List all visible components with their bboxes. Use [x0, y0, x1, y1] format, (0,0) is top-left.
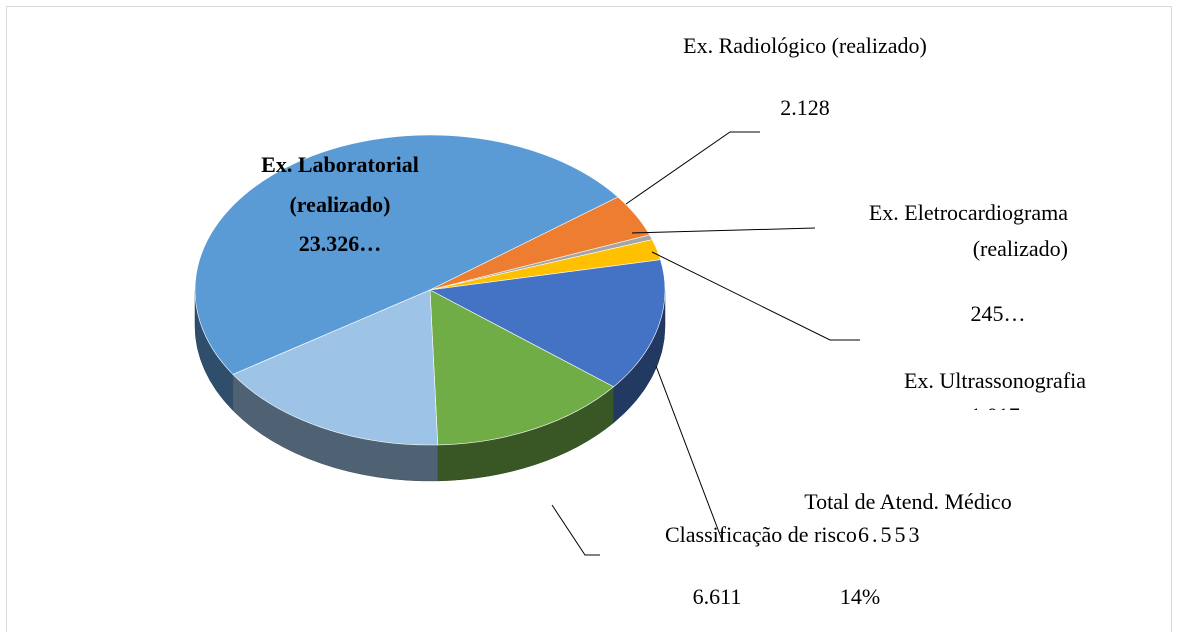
category-label: Ex. Radiológico (realizado): [683, 33, 927, 58]
slice: [429, 259, 666, 388]
labels: Ex. Laboratorial (realizado) 23.326… Ex. Ra…: [261, 33, 1086, 609]
value-label: 245…: [971, 301, 1026, 326]
percent-label: 14%: [840, 584, 880, 609]
value-label: 6.611: [693, 584, 742, 609]
leader-line: [651, 251, 860, 341]
category-label: Ex. Eletrocardiograma (realizado): [869, 200, 1068, 261]
leader-line: [655, 365, 723, 541]
category-label: Ex. Laboratorial (realizado): [261, 152, 419, 217]
leader-line: [625, 131, 760, 205]
category-label: Total de Atend. Médico: [804, 489, 1011, 514]
category-label: Ex. Ultrassonografia: [904, 368, 1086, 393]
slice: [194, 134, 619, 375]
leader-line: [551, 504, 600, 556]
slice: [429, 289, 615, 446]
pie: [194, 134, 666, 482]
category-label: Classificação de risco: [665, 522, 857, 547]
value-label: 2.128: [780, 95, 830, 120]
slice: [232, 289, 439, 446]
value-label: 1.017: [970, 403, 1020, 428]
leader-line: [631, 227, 816, 234]
value-label: 6.553: [858, 522, 923, 547]
value-label: 23.326…: [299, 231, 382, 256]
